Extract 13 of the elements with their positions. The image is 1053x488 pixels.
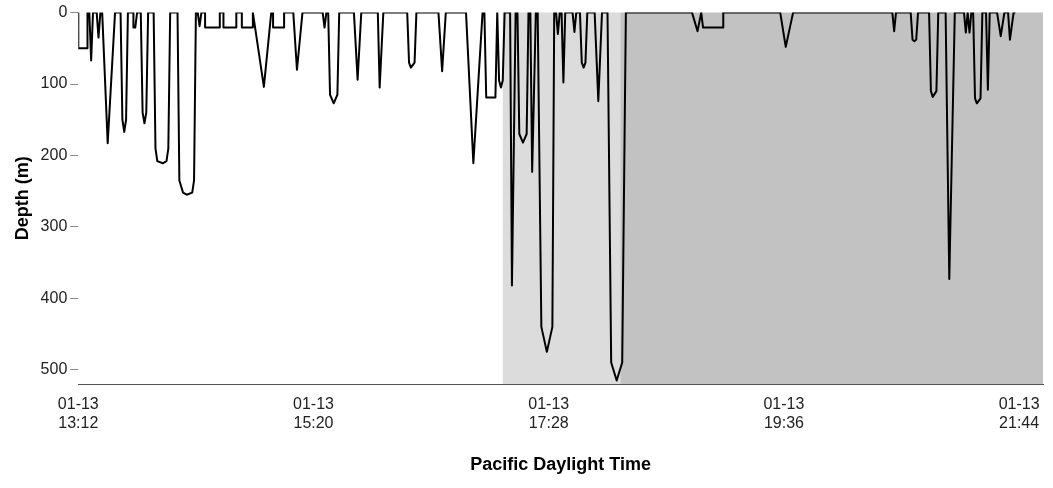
y-tick-label: 400 xyxy=(40,288,68,306)
y-tick-label: 0 xyxy=(58,3,68,21)
y-axis-title: Depth (m) xyxy=(11,156,32,241)
y-tick-label: 200 xyxy=(40,145,68,163)
y-tick-label: 500 xyxy=(40,360,68,378)
y-tick-label: 100 xyxy=(40,74,68,92)
x-axis-title: Pacific Daylight Time xyxy=(470,454,652,475)
x-tick-label: 01-13 13:12 xyxy=(57,395,99,432)
x-tick-label: 01-13 17:28 xyxy=(528,395,570,432)
x-tick-label: 01-13 21:44 xyxy=(998,395,1040,432)
x-tick-label: 01-13 19:36 xyxy=(763,395,805,432)
x-tick-label: 01-13 15:20 xyxy=(293,395,335,432)
y-tick-label: 300 xyxy=(40,217,68,235)
